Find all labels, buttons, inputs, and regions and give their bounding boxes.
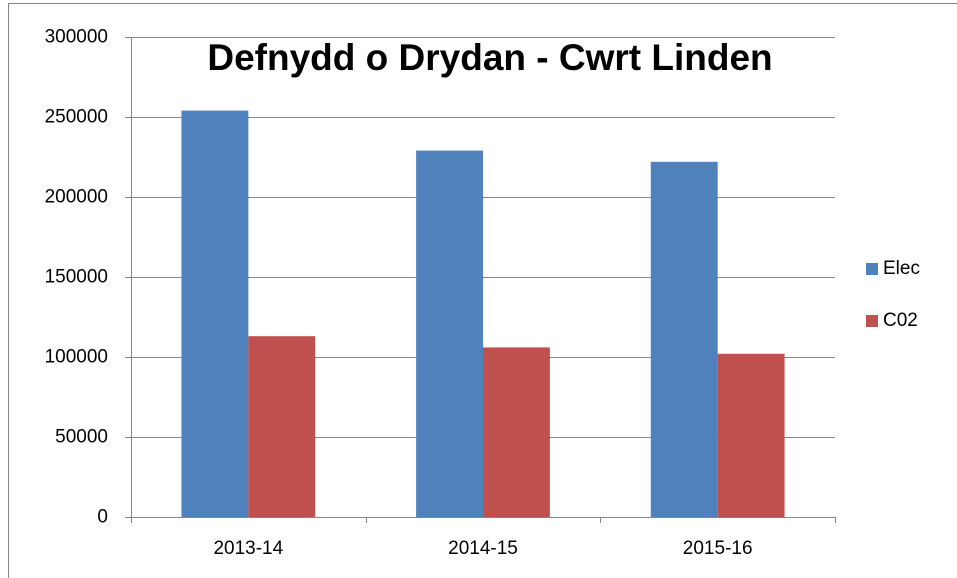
bar [416, 150, 483, 517]
y-tick-label: 50000 [55, 427, 108, 448]
legend-label: C02 [883, 310, 918, 331]
bar [650, 161, 718, 518]
legend-swatch [866, 315, 878, 327]
x-tick-label: 2013-14 [213, 538, 283, 559]
y-tick-label: 250000 [45, 107, 108, 128]
bar [248, 336, 316, 517]
y-tick-label: 0 [97, 507, 108, 528]
chart-title: Defnydd o Drydan - Cwrt Linden [207, 37, 772, 78]
legend-swatch [866, 263, 878, 275]
y-tick-label: 300000 [45, 27, 108, 48]
y-tick-label: 150000 [45, 267, 108, 288]
x-tick-label: 2015-16 [683, 538, 753, 559]
bar [181, 110, 249, 517]
bar [717, 353, 785, 517]
bar [483, 347, 550, 517]
x-tick-label: 2014-15 [448, 538, 518, 559]
legend-label: Elec [883, 258, 920, 279]
y-tick-label: 200000 [45, 187, 108, 208]
y-tick-label: 100000 [45, 347, 108, 368]
